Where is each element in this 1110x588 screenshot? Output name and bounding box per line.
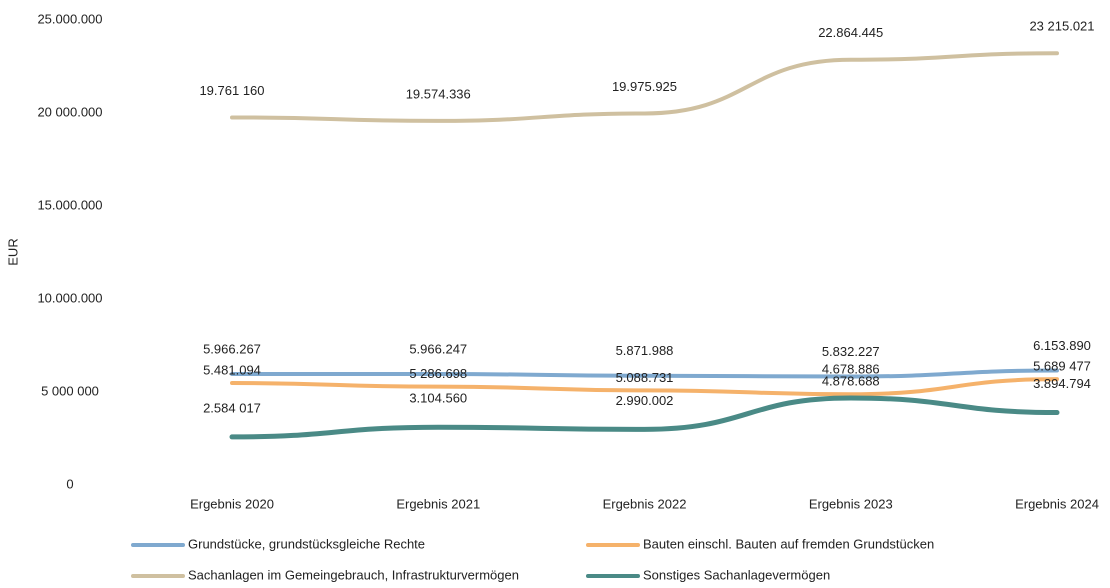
- data-label: 2.584 017: [203, 400, 261, 415]
- series-line: [230, 51, 1059, 123]
- data-label: 23 215.021: [1029, 19, 1094, 34]
- legend-label: Bauten einschl. Bauten auf fremden Grund…: [643, 536, 934, 551]
- y-tick-label: 10.000.000: [37, 290, 102, 305]
- series-line: [230, 377, 1059, 397]
- y-axis-label: EUR: [5, 238, 20, 265]
- data-label: 5.966.247: [409, 341, 467, 356]
- legend-label: Sonstiges Sachanlagevermögen: [643, 567, 830, 582]
- data-label: 3.894.794: [1033, 376, 1091, 391]
- legend-label: Grundstücke, grundstücksgleiche Rechte: [188, 536, 425, 551]
- data-label: 5.832.227: [822, 344, 880, 359]
- data-label: 22.864.445: [818, 25, 883, 40]
- data-label: 4.678.886: [822, 361, 880, 376]
- data-label: 6.153.890: [1033, 338, 1091, 353]
- data-label: 4.878.688: [822, 374, 880, 389]
- series-line: [229, 395, 1060, 440]
- y-tick-label: 0: [66, 476, 73, 491]
- data-label: 5.481.094: [203, 362, 261, 377]
- y-tick-label: 20 000.000: [37, 104, 102, 119]
- data-label: 5.871.988: [616, 343, 674, 358]
- y-tick-label: 5 000 000: [41, 383, 99, 398]
- series-line: [230, 368, 1059, 379]
- x-tick-label: Ergebnis 2024: [1015, 496, 1099, 511]
- data-label: 19.975.925: [612, 79, 677, 94]
- x-tick-label: Ergebnis 2021: [396, 496, 480, 511]
- data-label: 5.966.267: [203, 341, 261, 356]
- x-tick-label: Ergebnis 2022: [603, 496, 687, 511]
- x-tick-label: Ergebnis 2023: [809, 496, 893, 511]
- y-tick-label: 25.000.000: [37, 11, 102, 26]
- data-label: 19.574.336: [406, 86, 471, 101]
- x-tick-label: Ergebnis 2020: [190, 496, 274, 511]
- legend-label: Sachanlagen im Gemeingebrauch, Infrastru…: [188, 567, 519, 582]
- data-label: 19.761 160: [199, 83, 264, 98]
- data-label: 5.088.731: [616, 370, 674, 385]
- data-label: 2.990.002: [616, 393, 674, 408]
- data-label: 3.104.560: [409, 391, 467, 406]
- data-label: 5 286.698: [409, 366, 467, 381]
- data-label: 5.689 477: [1033, 359, 1091, 374]
- y-tick-label: 15.000.000: [37, 197, 102, 212]
